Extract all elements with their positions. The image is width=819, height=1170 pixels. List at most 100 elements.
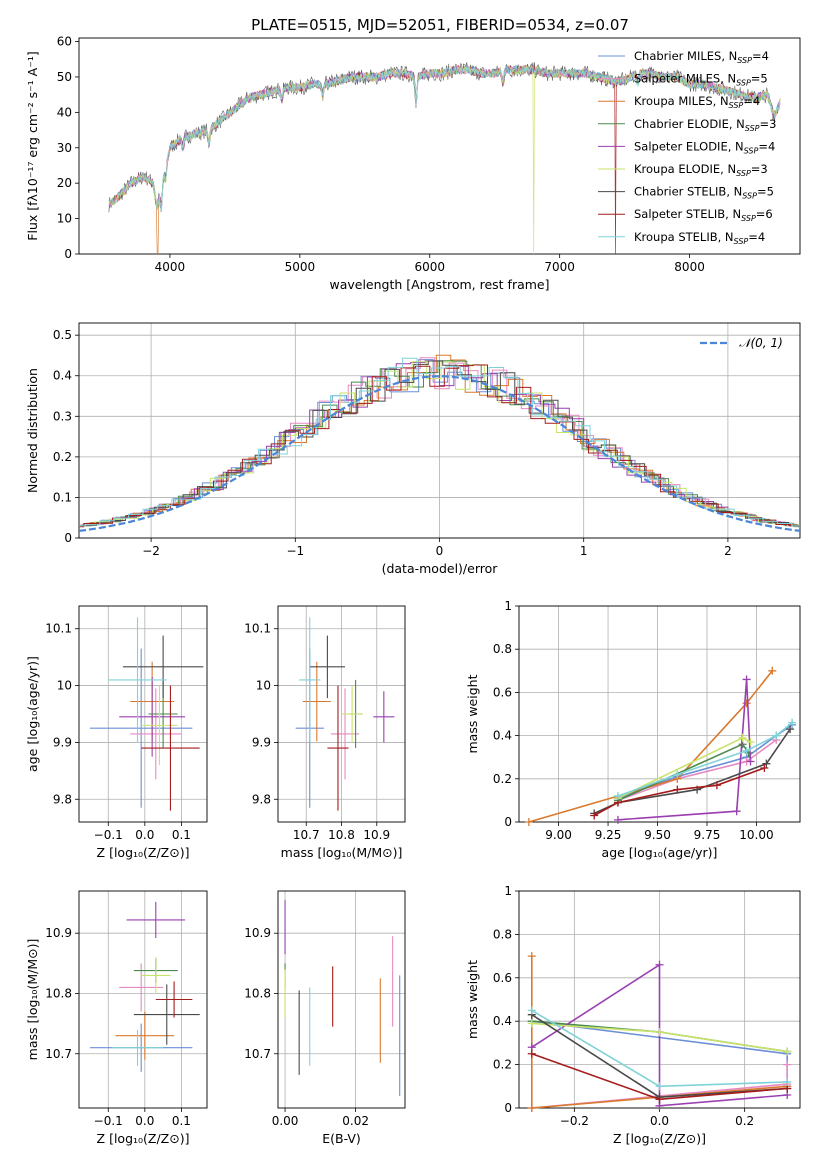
series-marker [527,1104,536,1112]
legend-label-tail: =3 [760,117,777,131]
errorbar-salpeter-elodie [126,901,186,939]
series-marker [742,675,751,684]
normal-reference-curve [79,375,800,532]
x-tick-label: 10.00 [739,828,773,842]
series-marker [524,818,533,826]
x-tick-label: 2 [724,544,732,558]
legend-label-sub: SSP [736,169,751,178]
y-tick-label: 10.8 [244,986,271,1000]
legend-label-text: Kroupa ELODIE, N [634,162,736,176]
series-marker [613,792,622,801]
legend-label: 𝒩(0, 1) [739,336,783,350]
x-tick-label: −1 [286,544,304,558]
x-tick-label: 0.0 [135,828,154,842]
x-tick-label: 9.75 [694,828,721,842]
y-tick-label: 10.1 [45,622,72,636]
series-line [617,679,752,821]
series-marker [655,1028,664,1037]
series-line [617,739,777,802]
legend-label-tail: =6 [756,207,773,221]
series-marker [783,1060,792,1069]
legend-label-tail: =4 [748,230,765,244]
series-marker [732,807,741,816]
y-tick-label: 9.9 [53,735,72,749]
x-tick-label: 6000 [414,260,445,274]
series-marker [786,725,795,734]
axes-frame [78,322,801,539]
legend-label-tail: =4 [752,49,769,63]
series-marker [673,770,682,779]
y-tick-label: 10.8 [45,986,72,1000]
y-tick-label: 0.4 [493,1014,512,1028]
y-tick-label: 0.4 [493,729,512,743]
x-axis-label: E(B-V) [322,1131,361,1146]
spectrum-line-kroupa-stelib [108,64,781,211]
legend-label-sub: SSP [741,214,756,223]
legend-label: Kroupa MILES, NSSP=4 [634,94,760,110]
x-axis-label: (data-model)/error [382,561,499,576]
legend-label-tail: =3 [751,162,768,176]
legend-label-tail: =4 [743,94,760,108]
x-tick-label: 0.0 [650,1114,669,1128]
y-tick-label: 1 [504,599,512,613]
x-axis-label: Z [log₁₀(Z/Z⊙)] [97,845,190,860]
y-tick-label: 0.2 [53,450,72,464]
series-marker [772,731,781,740]
y-tick-label: 0 [504,815,512,829]
series-marker [673,785,682,794]
series-kroupa-stelib [613,718,797,801]
x-tick-label: 5000 [285,260,316,274]
legend-label-text: Kroupa STELIB, N [634,230,734,244]
y-tick-label: 60 [57,35,72,49]
axes-frame [78,605,208,823]
series-marker [742,746,751,755]
y-tick-label: 10.9 [45,926,72,940]
series-kroupa-stelib [527,1006,792,1091]
y-tick-label: 10 [57,679,72,693]
y-tick-label: 10.9 [244,926,271,940]
legend-label: Salpeter MILES, NSSP=5 [634,72,768,88]
mass-vs-EBV-panel: 0.00 0.02 10.7 10.8 10.9 E(B-V) [244,890,406,1146]
series-line [528,670,773,823]
y-tick-label: 0.1 [53,490,72,504]
legend-label-tail: =4 [758,139,775,153]
x-tick-label: −0.1 [94,828,123,842]
y-tick-label: 10.7 [45,1047,72,1061]
x-tick-label: 10.7 [293,828,320,842]
mass-vs-Z-panel: −0.1 0.0 0.1 10.7 10.8 10.9 Z [log₁₀(Z/Z⊙)] mas… [25,890,208,1146]
errorbar-kroupa-stelib [108,617,167,743]
y-tick-label: 0.2 [493,772,512,786]
series-marker [762,759,771,768]
errorbar-kroupa-elodie [141,685,178,766]
x-tick-label: 0.1 [172,828,191,842]
y-tick-label: 0 [504,1101,512,1115]
legend-label: Chabrier ELODIE, NSSP=3 [634,117,776,133]
errorbar-chabrier-miles [89,648,193,808]
legend-label: Chabrier STELIB, NSSP=5 [634,185,774,201]
errorbar-salpeter-stelib [141,685,200,811]
y-tick-label: 0.4 [53,369,72,383]
x-axis-label: mass [log₁₀(M/M⊙)] [281,845,403,860]
legend-label-tail: =5 [751,72,768,86]
y-tick-label: 20 [57,176,72,190]
x-axis-label: Z [log₁₀(Z/Z⊙)] [613,1131,706,1146]
x-tick-label: 4000 [155,260,186,274]
series-marker [742,699,751,708]
figure-title: PLATE=0515, MJD=52051, FIBERID=0534, z=0… [251,16,629,34]
errorbar-kroupa-stelib [111,1029,164,1066]
x-tick-label: −2 [142,544,160,558]
y-tick-label: 0 [64,247,72,261]
legend-label-sub: SSP [729,101,744,110]
y-tick-label: 9.8 [53,792,72,806]
age-vs-Z-panel: −0.1 0.0 0.1 9.8 9.9 10 10.1 Z [log₁₀(Z/Z⊙)] age… [25,605,208,860]
series-marker [788,718,797,727]
series-marker [783,1047,792,1056]
x-tick-label: 9.50 [644,828,671,842]
series-marker [760,764,769,772]
series-marker [768,666,777,675]
errorbar-salpeter-stelib [327,685,349,811]
x-tick-label: 7000 [544,260,575,274]
x-tick-label: 9.00 [545,828,572,842]
y-tick-label: 0.8 [493,927,512,941]
x-tick-label: 9.25 [595,828,622,842]
